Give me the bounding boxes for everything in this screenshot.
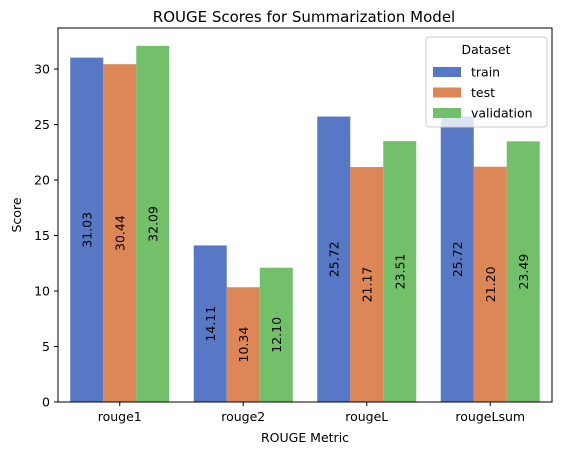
- bar-validation-rouge2: [259, 267, 293, 402]
- bar-labels-layer: 31.03 14.11 25.72 25.72 30.44 10.34 21.17 21.20…: [79, 206, 531, 363]
- y-tick-label: 5: [42, 339, 50, 354]
- bar-value-label: 23.49: [516, 254, 531, 290]
- y-tick-label: 25: [34, 117, 50, 132]
- y-axis-ticks: 0 5 10 15 20 25 30: [34, 62, 58, 410]
- x-tick-label: rougeLsum: [455, 409, 525, 424]
- y-tick-label: 15: [34, 228, 50, 243]
- bar-value-label: 23.51: [392, 254, 407, 290]
- bar-value-label: 14.11: [203, 306, 218, 342]
- bar-validation-rougeLsum: [506, 141, 540, 402]
- y-tick-label: 0: [42, 395, 50, 410]
- x-tick-label: rouge2: [221, 409, 265, 424]
- x-axis-label: ROUGE Metric: [261, 430, 349, 445]
- x-axis-ticks: rouge1 rouge2 rougeL rougeLsum: [98, 402, 525, 424]
- bar-train-rougeL: [317, 116, 351, 402]
- legend-frame: [425, 36, 548, 128]
- bar-value-label: 12.10: [269, 317, 284, 353]
- y-tick-label: 20: [34, 173, 50, 188]
- x-tick-label: rougeL: [345, 409, 388, 424]
- x-tick-label: rouge1: [98, 409, 142, 424]
- legend-label-validation: validation: [471, 106, 533, 121]
- bar-test-rouge2: [226, 287, 260, 402]
- bar-validation-rouge1: [136, 45, 170, 403]
- bar-validation-rougeL: [383, 141, 417, 402]
- y-tick-label: 30: [34, 62, 50, 77]
- bar-test-rougeLsum: [473, 166, 507, 402]
- bars-layer: [70, 45, 540, 403]
- y-tick-label: 10: [34, 284, 50, 299]
- legend-items: train test validation: [433, 65, 533, 121]
- bar-value-label: 31.03: [79, 212, 94, 248]
- legend-swatch-train: [433, 67, 461, 77]
- bar-value-label: 32.09: [145, 206, 160, 242]
- bar-value-label: 25.72: [450, 241, 465, 277]
- bar-train-rougeLsum: [440, 116, 474, 402]
- legend-title: Dataset: [462, 42, 511, 57]
- plot-frame: [57, 27, 553, 403]
- legend: Dataset train test validation: [425, 36, 548, 128]
- bar-train-rouge1: [70, 57, 104, 402]
- legend-swatch-test: [433, 87, 461, 98]
- legend-swatch-validation: [433, 108, 461, 118]
- bar-value-label: 25.72: [326, 241, 341, 277]
- bar-value-label: 30.44: [112, 215, 127, 251]
- legend-label-train: train: [471, 65, 500, 80]
- bar-value-label: 21.20: [483, 266, 498, 302]
- legend-label-test: test: [471, 85, 495, 100]
- bar-train-rouge2: [193, 245, 227, 402]
- bar-test-rougeL: [350, 167, 384, 402]
- chart-title: ROUGE Scores for Summarization Model: [153, 8, 455, 26]
- bar-value-label: 21.17: [359, 267, 374, 303]
- y-axis-label: Score: [9, 197, 24, 232]
- bar-value-label: 10.34: [236, 327, 251, 363]
- bar-test-rouge1: [103, 64, 137, 402]
